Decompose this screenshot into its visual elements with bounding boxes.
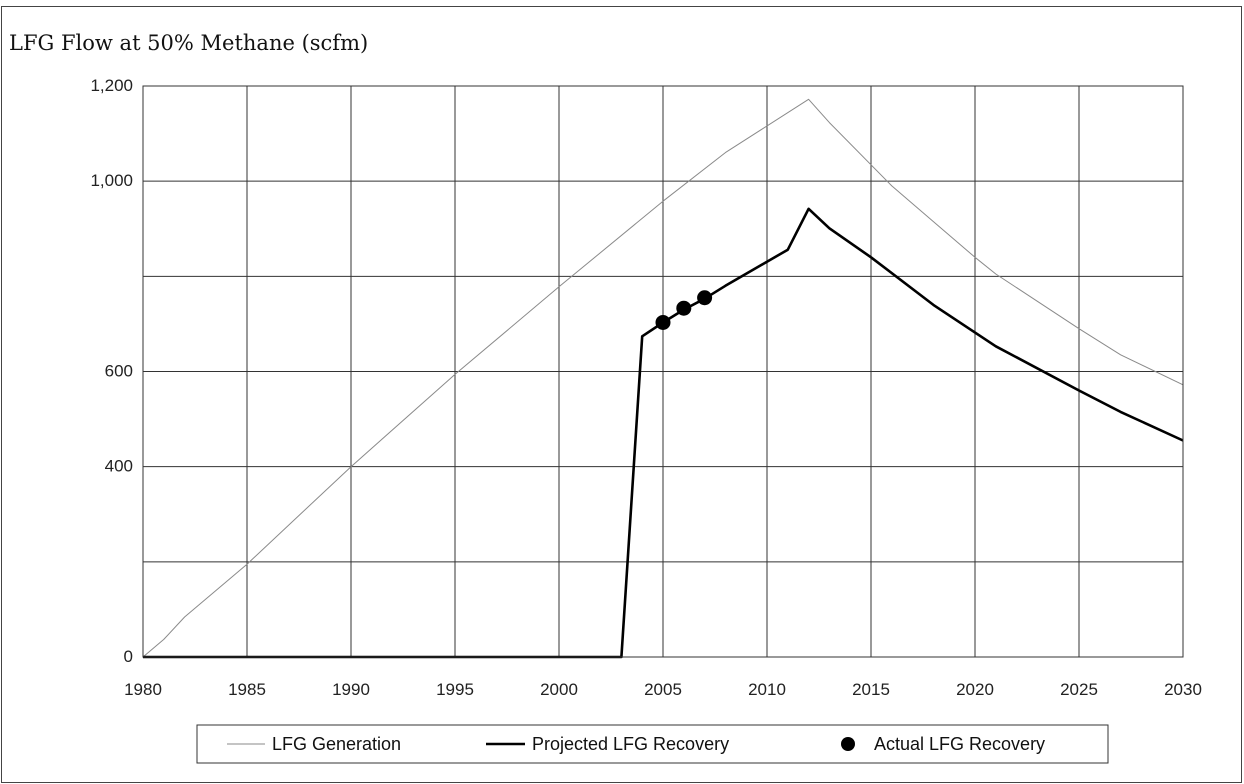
- x-tick-label: 1995: [436, 680, 474, 699]
- x-tick-label: 2020: [956, 680, 994, 699]
- x-tick-label: 2005: [644, 680, 682, 699]
- x-tick-label: 1985: [228, 680, 266, 699]
- x-tick-label: 1990: [332, 680, 370, 699]
- legend: LFG Generation Projected LFG Recovery Ac…: [196, 724, 1109, 764]
- x-tick-label: 2015: [852, 680, 890, 699]
- plot-border: [142, 85, 1184, 658]
- series-line-lfg-generation: [142, 98, 1184, 658]
- series-line-projected-lfg-recovery: [143, 207, 1184, 659]
- legend-label-actual-lfg-recovery: Actual LFG Recovery: [874, 734, 1045, 754]
- x-tick-label: 2025: [1060, 680, 1098, 699]
- x-tick-label: 2000: [540, 680, 578, 699]
- tick-labels: 1980 1985 1990 1995 2000 2005 2010 2015 2020 2025…: [90, 76, 1201, 699]
- y-tick-label: 400: [105, 457, 133, 476]
- data-point-actual-lfg-recovery: [676, 300, 692, 316]
- data-point-actual-lfg-recovery: [697, 290, 713, 306]
- y-tick-label: 600: [105, 362, 133, 381]
- legend-label-projected-lfg-recovery: Projected LFG Recovery: [532, 734, 729, 754]
- data-point-actual-lfg-recovery: [655, 314, 671, 330]
- chart-title: LFG Flow at 50% Methane (scfm): [9, 31, 369, 55]
- legend-box: [196, 724, 1109, 764]
- y-tick-label: 1,200: [90, 76, 133, 95]
- series-layer: [142, 98, 1184, 659]
- x-tick-label: 1980: [124, 680, 162, 699]
- x-tick-label: 2010: [748, 680, 786, 699]
- legend-swatch-actual-lfg-recovery: [841, 737, 855, 751]
- x-tick-label: 2030: [1164, 680, 1202, 699]
- y-tick-label: 1,000: [90, 171, 133, 190]
- legend-label-lfg-generation: LFG Generation: [272, 734, 401, 754]
- grid: [142, 85, 1184, 658]
- y-tick-label: 0: [124, 647, 133, 666]
